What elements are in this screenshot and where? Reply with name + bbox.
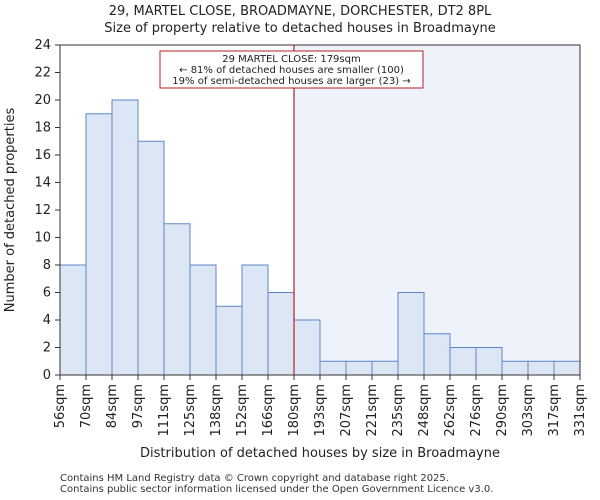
y-tick-label: 14: [34, 176, 51, 191]
y-tick-label: 20: [34, 93, 51, 108]
histogram-bar: [137, 140, 165, 376]
histogram-bar: [319, 360, 347, 376]
y-tick-label: 22: [34, 66, 51, 81]
x-tick-label: 84sqm: [105, 384, 120, 428]
annotation-line: ← 81% of detached houses are smaller (10…: [179, 65, 404, 76]
chart-subtitle: Size of property relative to detached ho…: [104, 21, 496, 36]
x-tick-label: 331sqm: [573, 384, 588, 437]
histogram-bar: [215, 305, 243, 376]
footer-line-2: Contains public sector information licen…: [60, 484, 494, 495]
histogram-bar: [449, 347, 477, 376]
y-tick-label: 10: [34, 231, 51, 246]
x-tick-label: 138sqm: [209, 384, 224, 437]
annotation-box: [159, 50, 424, 89]
x-tick-label: 56sqm: [53, 384, 68, 428]
x-tick-label: 207sqm: [339, 384, 354, 437]
y-tick-label: 12: [34, 203, 51, 218]
y-tick-label: 18: [34, 121, 51, 136]
x-tick-label: 70sqm: [79, 384, 94, 428]
y-tick-label: 8: [43, 258, 51, 273]
histogram-bar: [371, 360, 399, 376]
histogram-bar: [501, 360, 529, 376]
y-tick-label: 16: [34, 148, 51, 163]
larger-region-shade: [294, 45, 580, 375]
y-tick-label: 24: [34, 38, 51, 53]
footer-line-1: Contains HM Land Registry data © Crown c…: [60, 473, 449, 484]
histogram-bar: [423, 333, 451, 376]
histogram-bar: [345, 360, 373, 376]
x-tick-label: 125sqm: [183, 384, 198, 437]
y-tick-label: 2: [43, 341, 51, 356]
histogram-bar: [397, 292, 425, 376]
x-axis-label: Distribution of detached houses by size …: [140, 446, 500, 461]
histogram-bar: [189, 264, 217, 376]
x-tick-label: 193sqm: [313, 384, 328, 437]
y-tick-label: 4: [43, 313, 51, 328]
x-tick-label: 290sqm: [495, 384, 510, 437]
y-tick-label: 6: [43, 286, 51, 301]
x-tick-label: 111sqm: [157, 384, 172, 437]
x-tick-label: 303sqm: [521, 384, 536, 437]
histogram-bar: [527, 360, 555, 376]
x-tick-label: 180sqm: [287, 384, 302, 437]
histogram-bar: [111, 99, 139, 376]
y-axis-label: Number of detached properties: [3, 108, 18, 313]
x-tick-label: 262sqm: [443, 384, 458, 437]
x-tick-label: 166sqm: [261, 384, 276, 437]
histogram-bar: [59, 264, 87, 376]
x-tick-label: 235sqm: [391, 384, 406, 437]
histogram-bar: [241, 264, 269, 376]
chart-title: 29, MARTEL CLOSE, BROADMAYNE, DORCHESTER…: [108, 4, 492, 19]
annotation-line: 29 MARTEL CLOSE: 179sqm: [222, 54, 360, 65]
histogram-bar: [293, 319, 321, 376]
histogram-bar: [267, 292, 295, 376]
annotation-line: 19% of semi-detached houses are larger (…: [172, 76, 410, 87]
x-tick-label: 276sqm: [469, 384, 484, 437]
histogram-bar: [553, 360, 581, 376]
histogram-bar: [85, 113, 113, 376]
x-tick-label: 317sqm: [547, 384, 562, 437]
x-tick-label: 248sqm: [417, 384, 432, 437]
histogram-bar: [475, 347, 503, 376]
x-tick-label: 152sqm: [235, 384, 250, 437]
x-tick-label: 221sqm: [365, 384, 380, 437]
y-tick-label: 0: [43, 368, 51, 383]
x-tick-label: 97sqm: [131, 384, 146, 428]
histogram-bar: [163, 223, 191, 376]
